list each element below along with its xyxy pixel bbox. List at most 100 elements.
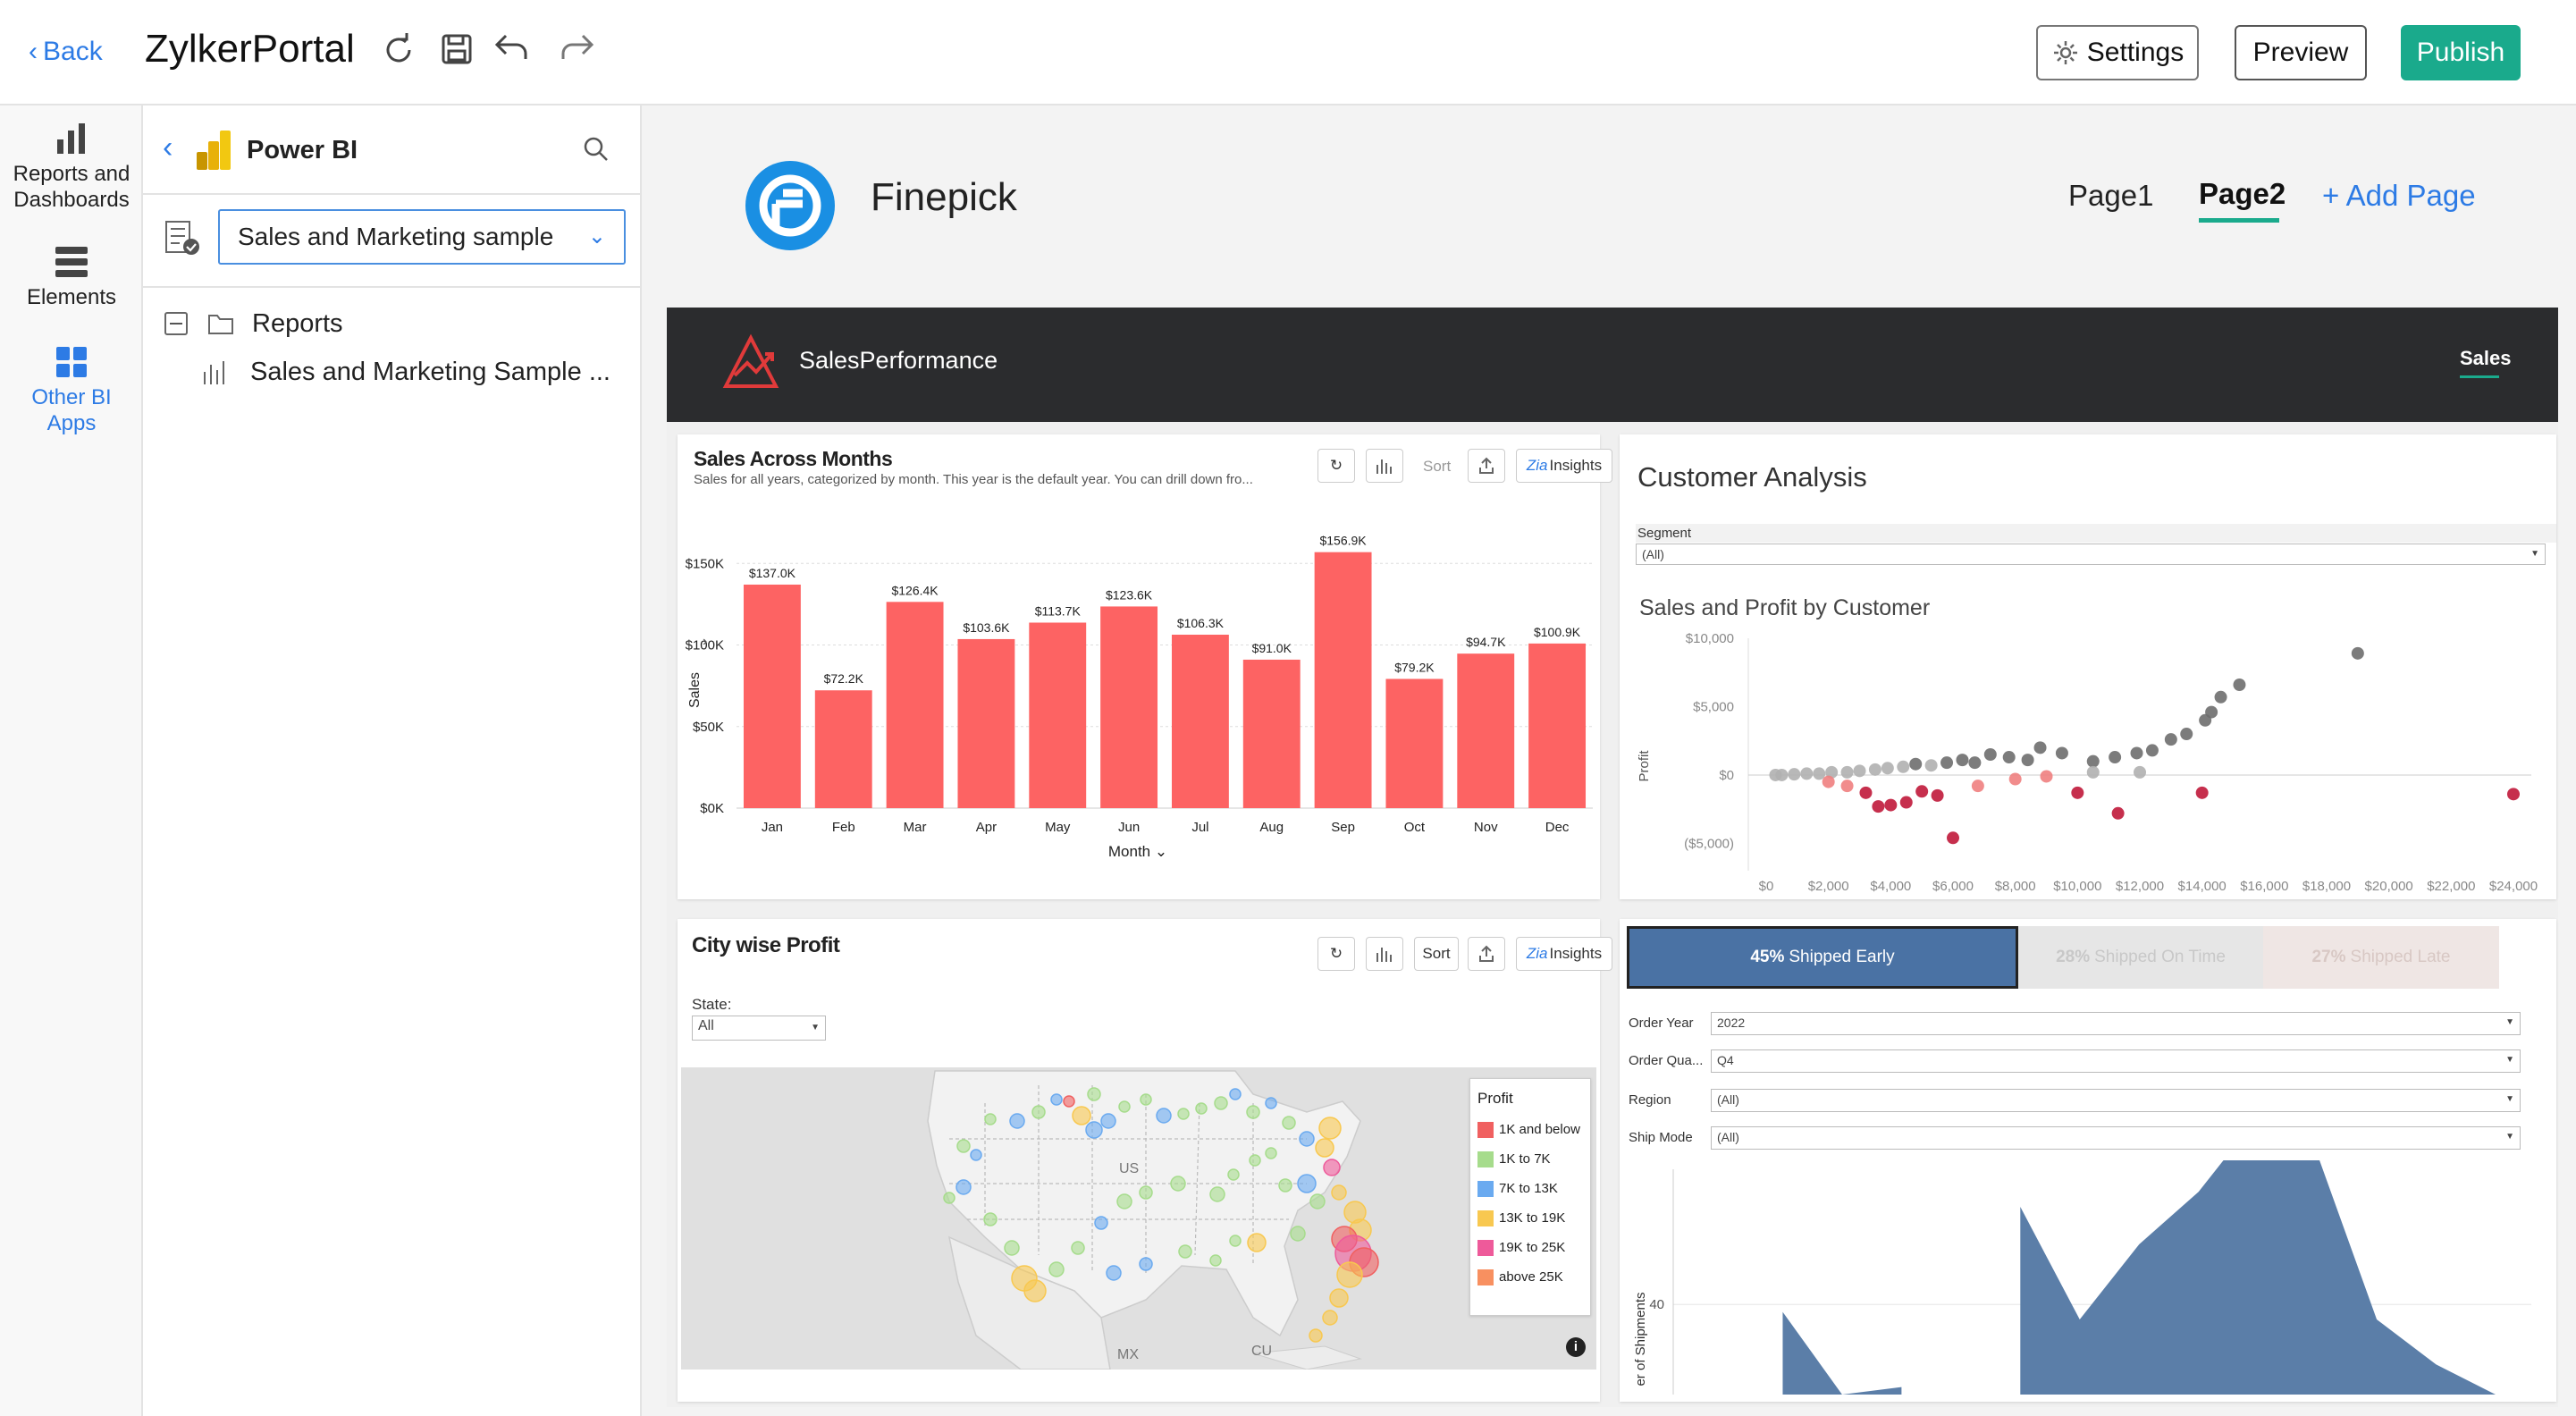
bar[interactable]	[1171, 635, 1229, 808]
scatter-point[interactable]	[1947, 831, 1959, 845]
city-bubble[interactable]	[1139, 1257, 1153, 1271]
scatter-point[interactable]	[1825, 765, 1839, 779]
bar[interactable]	[1100, 606, 1158, 808]
bar[interactable]	[743, 584, 801, 808]
scatter-point[interactable]	[1853, 764, 1866, 778]
scatter-point[interactable]	[1800, 767, 1814, 780]
city-bubble[interactable]	[1247, 1233, 1267, 1252]
city-bubble[interactable]	[955, 1179, 972, 1195]
scatter-point[interactable]	[1940, 756, 1954, 770]
export-button[interactable]	[1468, 449, 1505, 483]
city-bubble[interactable]	[1085, 1121, 1103, 1139]
scatter-point[interactable]	[2033, 741, 2047, 754]
insights-button[interactable]: Zia Insights	[1516, 937, 1612, 971]
city-bubble[interactable]	[1106, 1265, 1122, 1281]
scatter-point[interactable]	[1956, 754, 1969, 767]
tree-report-item[interactable]: Sales and Marketing Sample ...	[202, 354, 610, 390]
city-bubble[interactable]	[1278, 1178, 1292, 1193]
city-bubble[interactable]	[1209, 1186, 1225, 1202]
rail-item-reports[interactable]: Reports and Dashboards	[0, 123, 143, 213]
publish-button[interactable]: Publish	[2401, 25, 2521, 80]
area-series[interactable]	[1782, 1311, 1902, 1395]
city-bubble[interactable]	[1322, 1310, 1338, 1326]
city-bubble[interactable]	[1116, 1193, 1132, 1210]
city-bubble[interactable]	[1290, 1226, 1306, 1242]
city-bubble[interactable]	[1170, 1176, 1186, 1192]
shipped-early-segment[interactable]: 45% Shipped Early	[1627, 926, 2018, 989]
sort-button[interactable]: Sort	[1423, 458, 1452, 475]
scatter-point[interactable]	[2086, 765, 2100, 779]
tab-page1[interactable]: Page1	[2068, 179, 2154, 212]
scatter-point[interactable]	[2195, 786, 2209, 799]
map-area[interactable]: US MX CU Profit 1K and below 1K to 7K 7K…	[681, 1067, 1596, 1370]
city-bubble[interactable]	[1297, 1174, 1317, 1193]
chart-type-button[interactable]	[1366, 937, 1403, 971]
city-bubble[interactable]	[1004, 1240, 1020, 1256]
rail-item-other-bi-apps[interactable]: Other BI Apps	[0, 347, 143, 436]
refresh-icon[interactable]	[381, 32, 417, 68]
scatter-point[interactable]	[2214, 690, 2227, 704]
bar[interactable]	[1457, 653, 1515, 808]
rail-item-elements[interactable]: Elements	[0, 247, 143, 310]
scatter-point[interactable]	[1822, 775, 1835, 788]
city-bubble[interactable]	[983, 1212, 998, 1226]
expand-chevron-icon[interactable]: ›	[703, 634, 707, 649]
scatter-point[interactable]	[1983, 748, 1997, 761]
preview-button[interactable]: Preview	[2235, 25, 2367, 80]
collapse-icon[interactable]	[164, 312, 188, 335]
scatter-point[interactable]	[2164, 733, 2177, 746]
city-bubble[interactable]	[943, 1192, 955, 1204]
scatter-point[interactable]	[2180, 728, 2193, 741]
order-year-select[interactable]: 2022 ▼	[1711, 1012, 2521, 1035]
area-series[interactable]	[2020, 1160, 2496, 1395]
scatter-point[interactable]	[2055, 746, 2068, 760]
back-button[interactable]: ‹ Back	[29, 34, 103, 70]
bar[interactable]	[1528, 643, 1587, 808]
refresh-button[interactable]: ↻	[1317, 449, 1355, 483]
city-bubble[interactable]	[1139, 1185, 1153, 1200]
search-icon[interactable]	[583, 136, 610, 163]
segment-select[interactable]: (All) ▼	[1636, 544, 2546, 565]
undo-icon[interactable]	[493, 32, 529, 64]
scatter-point[interactable]	[2002, 751, 2016, 764]
bar[interactable]	[1242, 659, 1301, 808]
city-bubble[interactable]	[1309, 1328, 1323, 1343]
city-bubble[interactable]	[1071, 1241, 1085, 1255]
city-bubble[interactable]	[1309, 1193, 1326, 1210]
scatter-point[interactable]	[2507, 788, 2520, 801]
city-bubble[interactable]	[984, 1113, 997, 1125]
sort-button[interactable]: Sort	[1414, 937, 1459, 971]
bar[interactable]	[1314, 552, 1372, 808]
scatter-point[interactable]	[1881, 762, 1894, 775]
city-bubble[interactable]	[1177, 1108, 1190, 1120]
city-bubble[interactable]	[1195, 1102, 1208, 1115]
city-bubble[interactable]	[1031, 1105, 1046, 1119]
shipped-late-segment[interactable]: 27% Shipped Late	[2263, 926, 2499, 989]
tree-folder-reports[interactable]: Reports	[164, 306, 343, 341]
city-bubble[interactable]	[1265, 1097, 1277, 1109]
city-bubble[interactable]	[1048, 1261, 1065, 1277]
city-bubble[interactable]	[1094, 1216, 1108, 1230]
bar[interactable]	[1029, 622, 1087, 808]
add-page-button[interactable]: + Add Page	[2322, 179, 2476, 212]
settings-button[interactable]: Settings	[2036, 25, 2199, 80]
scatter-point[interactable]	[1968, 756, 1982, 770]
city-bubble[interactable]	[1156, 1108, 1172, 1124]
scatter-point[interactable]	[1971, 780, 1984, 793]
scatter-point[interactable]	[2071, 786, 2084, 799]
scatter-point[interactable]	[1897, 760, 1910, 773]
scatter-point[interactable]	[1859, 786, 1873, 799]
scatter-point[interactable]	[2021, 754, 2034, 767]
scatter-point[interactable]	[1872, 800, 1885, 813]
bar[interactable]	[957, 638, 1015, 808]
city-bubble[interactable]	[1009, 1113, 1025, 1129]
info-icon[interactable]: i	[1566, 1337, 1586, 1357]
scatter-point[interactable]	[2008, 772, 2022, 786]
city-bubble[interactable]	[1331, 1184, 1347, 1201]
city-bubble[interactable]	[1023, 1279, 1047, 1302]
city-bubble[interactable]	[1087, 1087, 1101, 1101]
city-bubble[interactable]	[1050, 1093, 1063, 1106]
scatter-point[interactable]	[1840, 765, 1854, 779]
scatter-point[interactable]	[2086, 754, 2100, 768]
ship-mode-select[interactable]: (All) ▼	[1711, 1126, 2521, 1150]
